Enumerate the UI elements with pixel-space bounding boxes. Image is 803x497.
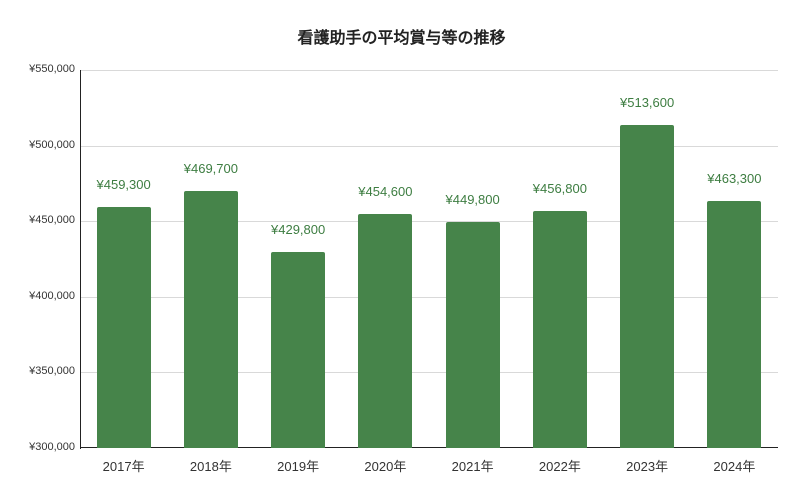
x-tick-label: 2022年 (538, 459, 581, 474)
bar-value-label: ¥463,300 (707, 171, 762, 187)
plot-area (80, 70, 778, 448)
gridline (80, 221, 778, 223)
bar (620, 125, 675, 448)
y-tick-label: ¥350,000 (29, 365, 75, 378)
gridline (80, 372, 778, 374)
gridline (80, 145, 778, 147)
bar-value-label: ¥459,300 (96, 177, 151, 193)
bar (96, 207, 151, 448)
x-axis-line (80, 447, 778, 448)
x-tick-label: 2023年 (626, 459, 669, 474)
bar-value-label: ¥513,600 (620, 95, 675, 111)
bar (271, 251, 326, 448)
y-tick-label: ¥500,000 (29, 138, 75, 151)
bar (183, 191, 238, 448)
gridline (80, 70, 778, 71)
x-tick-label: 2020年 (364, 459, 407, 474)
x-tick-label: 2017年 (102, 459, 145, 474)
y-tick-label: ¥450,000 (29, 214, 75, 227)
y-tick-label: ¥400,000 (29, 289, 75, 302)
bar-value-label: ¥429,800 (271, 221, 326, 237)
bar-value-label: ¥449,800 (445, 191, 500, 207)
bar (707, 201, 762, 448)
bar (532, 210, 587, 448)
x-tick-label: 2021年 (451, 459, 494, 474)
y-tick-label: ¥550,000 (29, 63, 75, 75)
x-tick-label: 2024年 (713, 459, 756, 474)
bar-value-label: ¥469,700 (183, 161, 238, 177)
bar-value-label: ¥456,800 (532, 180, 587, 196)
x-tick-label: 2019年 (277, 459, 320, 474)
bar (358, 214, 413, 448)
x-tick-label: 2018年 (189, 459, 232, 474)
y-axis-line (80, 70, 81, 449)
bar-value-label: ¥454,600 (358, 184, 413, 200)
y-tick-label: ¥300,000 (29, 441, 75, 453)
bar (445, 221, 500, 448)
chart-title: 看護助手の平均賞与等の推移 (297, 28, 506, 47)
gridline (80, 296, 778, 298)
